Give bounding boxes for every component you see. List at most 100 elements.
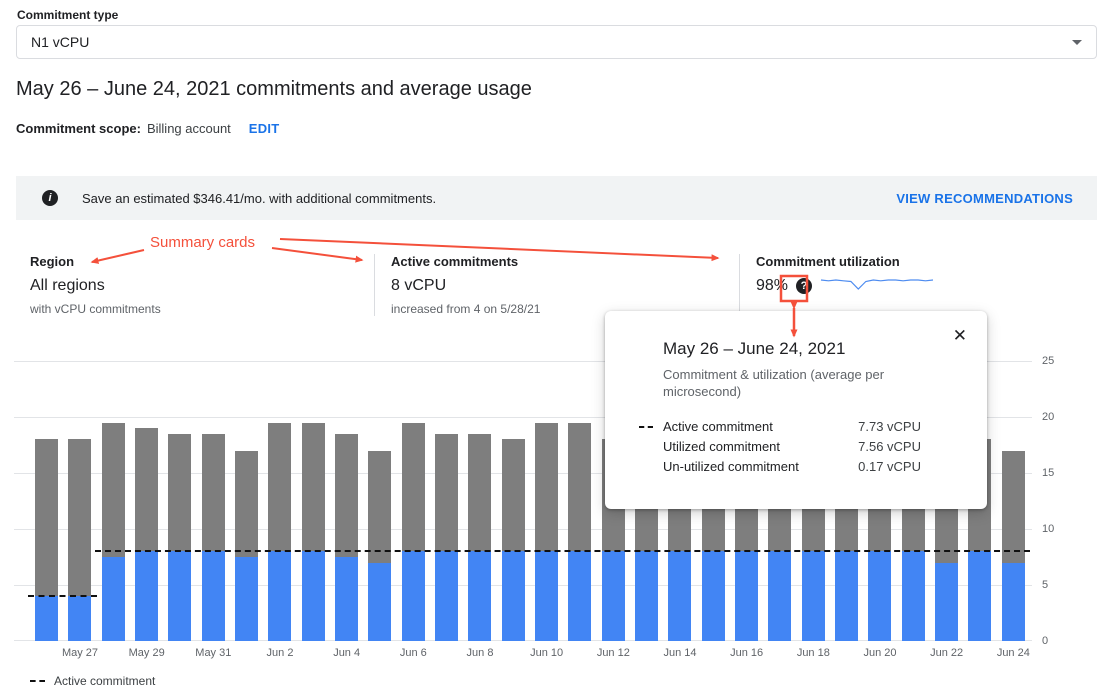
commitment-scope-value: Billing account: [146, 121, 231, 136]
y-axis-label: 25: [1042, 355, 1055, 367]
commitment-type-value: N1 vCPU: [31, 34, 90, 50]
x-axis-label: Jun 8: [466, 647, 494, 659]
row-value: 7.56 vCPU: [858, 439, 921, 455]
chart-bar-group[interactable]: [297, 361, 330, 641]
bar-total-usage: [35, 439, 59, 641]
row-label: Un-utilized commitment: [663, 459, 799, 475]
edit-scope-link[interactable]: EDIT: [248, 121, 280, 136]
tooltip-row-utilized: Utilized commitment 7.56 vCPU: [639, 437, 921, 457]
commitment-type-field: Commitment type N1 vCPU: [16, 8, 1097, 59]
card-title: Region: [30, 254, 75, 269]
chart-bar-group[interactable]: [563, 361, 596, 641]
card-value: 98%: [756, 277, 789, 294]
y-axis-label: 5: [1042, 579, 1049, 591]
commitment-type-select[interactable]: N1 vCPU: [16, 25, 1097, 59]
view-recommendations-link[interactable]: VIEW RECOMMENDATIONS: [896, 190, 1073, 206]
row-value: 0.17 vCPU: [858, 459, 921, 475]
chart-y-axis: 0 5 10 15 20 25: [1042, 355, 1072, 651]
chart-bar-group[interactable]: [63, 361, 96, 641]
chart-bar-group[interactable]: [163, 361, 196, 641]
chart-bar-group[interactable]: [463, 361, 496, 641]
y-axis-label: 15: [1042, 467, 1055, 479]
y-axis-label: 0: [1042, 635, 1049, 647]
utilization-sparkline: [820, 279, 934, 290]
tooltip-title: May 26 – June 24, 2021: [663, 339, 846, 358]
info-icon: i: [42, 190, 58, 206]
chart-bar-group[interactable]: [363, 361, 396, 641]
tooltip-subtitle: Commitment & utilization (average per mi…: [663, 367, 885, 399]
bar-utilized-commitment: [601, 551, 625, 641]
bar-utilized-commitment: [535, 551, 559, 641]
utilization-tooltip: ✕ May 26 – June 24, 2021 Commitment & ut…: [605, 311, 987, 509]
chart-bar-group[interactable]: [497, 361, 530, 641]
bar-utilized-commitment: [701, 551, 725, 641]
summary-card-region: Region All regions with vCPU commitments: [30, 254, 375, 316]
dashed-line-icon: [30, 680, 45, 682]
bar-utilized-commitment: [835, 551, 859, 641]
chart-legend: Active commitment: [30, 674, 155, 688]
savings-banner: i Save an estimated $346.41/mo. with add…: [16, 176, 1097, 220]
bar-utilized-commitment: [668, 551, 692, 641]
chart-bar-group[interactable]: [230, 361, 263, 641]
chart-bar-group[interactable]: [30, 361, 63, 641]
chart-bar-group[interactable]: [397, 361, 430, 641]
bar-utilized-commitment: [968, 551, 992, 641]
close-icon[interactable]: ✕: [952, 326, 967, 345]
help-icon[interactable]: ?: [796, 278, 813, 294]
card-title: Active commitments: [391, 254, 519, 269]
bar-utilized-commitment: [635, 551, 659, 641]
bar-utilized-commitment: [901, 551, 925, 641]
chart-bar-group[interactable]: [97, 361, 130, 641]
bar-utilized-commitment: [168, 551, 192, 641]
summary-card-utilization: Commitment utilization 98% ?: [740, 254, 1097, 316]
page-title: May 26 – June 24, 2021 commitments and a…: [16, 78, 532, 100]
x-axis-label: Jun 4: [333, 647, 361, 659]
card-value: 8 vCPU: [391, 277, 447, 294]
bar-utilized-commitment: [868, 551, 892, 641]
bar-utilized-commitment: [135, 551, 159, 641]
x-axis-label: Jun 14: [663, 647, 697, 659]
commitment-scope-label: Commitment scope:: [16, 121, 141, 136]
bar-utilized-commitment: [801, 551, 825, 641]
chart-bar-group[interactable]: [130, 361, 163, 641]
bar-utilized-commitment: [568, 551, 592, 641]
chart-bar-group[interactable]: [197, 361, 230, 641]
bar-utilized-commitment: [1001, 562, 1025, 641]
bar-utilized-commitment: [735, 551, 759, 641]
x-axis-label: Jun 22: [930, 647, 964, 659]
tooltip-row-active: Active commitment 7.73 vCPU: [639, 417, 921, 437]
bar-utilized-commitment: [68, 596, 92, 641]
active-commitment-line: [28, 595, 97, 598]
tooltip-rows: Active commitment 7.73 vCPU Utilized com…: [639, 417, 921, 477]
summary-cards: Region All regions with vCPU commitments…: [30, 254, 1097, 316]
chart-bar-group[interactable]: [997, 361, 1030, 641]
bar-utilized-commitment: [268, 551, 292, 641]
x-axis-label: Jun 6: [399, 647, 427, 659]
summary-card-active-commitments: Active commitments 8 vCPU increased from…: [375, 254, 740, 316]
bar-utilized-commitment: [501, 551, 525, 641]
chart-bar-group[interactable]: [430, 361, 463, 641]
x-axis-label: Jun 20: [863, 647, 897, 659]
bar-utilized-commitment: [401, 551, 425, 641]
bar-utilized-commitment: [468, 551, 492, 641]
commitment-type-label: Commitment type: [17, 8, 119, 22]
legend-active-commitment: Active commitment: [54, 674, 156, 688]
tooltip-row-unutilized: Un-utilized commitment 0.17 vCPU: [639, 457, 921, 477]
row-label: Utilized commitment: [663, 439, 781, 455]
bar-utilized-commitment: [235, 557, 259, 641]
row-label: Active commitment: [663, 419, 773, 435]
savings-message: Save an estimated $346.41/mo. with addit…: [82, 190, 437, 206]
chart-bar-group[interactable]: [263, 361, 296, 641]
x-axis-label: Jun 18: [796, 647, 830, 659]
card-title: Commitment utilization: [756, 254, 900, 269]
x-axis-label: May 31: [195, 647, 232, 659]
chart-bar-group[interactable]: [530, 361, 563, 641]
chart-bar-group[interactable]: [330, 361, 363, 641]
bar-utilized-commitment: [35, 596, 59, 641]
bar-utilized-commitment: [101, 557, 125, 641]
x-axis-label: May 27: [61, 647, 99, 659]
bar-utilized-commitment: [935, 562, 959, 641]
y-axis-label: 20: [1042, 411, 1055, 423]
bar-utilized-commitment: [368, 562, 392, 641]
